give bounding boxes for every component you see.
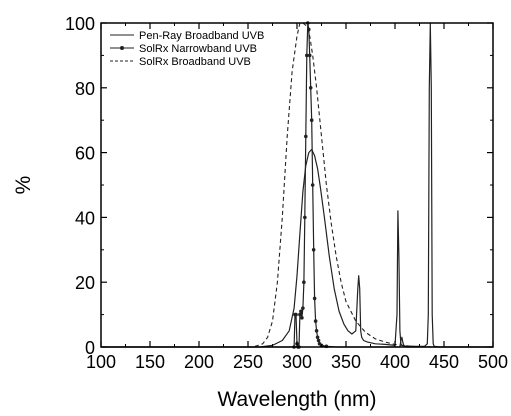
series-point-2 [314,329,319,333]
y-tick-label: 100 [65,14,95,34]
series-point-2 [302,280,306,285]
y-tick-label: 60 [75,144,95,164]
series-point-2 [308,86,313,90]
y-tick-label: 40 [75,208,95,228]
legend-marker [120,46,124,50]
series-line-3 [101,22,493,348]
x-tick-label: 350 [331,352,361,372]
x-tick-label: 150 [135,352,165,372]
series-line-1 [101,22,493,348]
series-point-2 [298,312,302,317]
x-tick-label: 200 [184,352,214,372]
x-tick-label: 400 [380,352,410,372]
legend-label: SolRx Narrowband UVB [139,43,257,55]
axis-tick-labels: 100 150 200 250 300 350 400 450 500 0 20 40 60 80 100 [65,14,508,372]
series-point-2 [294,312,298,317]
series-point-2 [309,118,314,122]
series-point-2 [312,296,317,301]
plot-area [101,21,493,349]
legend-label: SolRx Broadband UVB [139,56,251,68]
x-axis-title: Wavelength (nm) [217,388,376,411]
axis-ticks [100,22,494,348]
legend-label: Pen-Ray Broadband UVB [139,30,264,42]
series-point-2 [301,306,305,310]
series-point-2 [299,309,303,314]
plot-frame [100,22,494,348]
y-tick-label: 80 [75,79,95,99]
series-point-2 [303,215,307,220]
y-axis-title: % [12,176,35,195]
series-point-2 [310,183,315,187]
y-tick-label: 20 [75,273,95,293]
series-point-2 [315,335,320,340]
x-tick-label: 100 [86,352,116,372]
series-point-2 [304,134,308,139]
series-point-2 [311,248,316,252]
series-point-2 [305,53,309,58]
x-tick-label: 300 [282,352,312,372]
series-point-2 [316,338,321,343]
series-point-2 [313,319,318,323]
x-tick-label: 250 [233,352,263,372]
x-tick-label: 450 [429,352,459,372]
series-point-2 [300,316,304,320]
series-point-2 [307,53,312,58]
x-tick-label: 500 [478,352,508,372]
series-line-2 [101,22,493,348]
y-tick-label: 0 [85,338,95,358]
